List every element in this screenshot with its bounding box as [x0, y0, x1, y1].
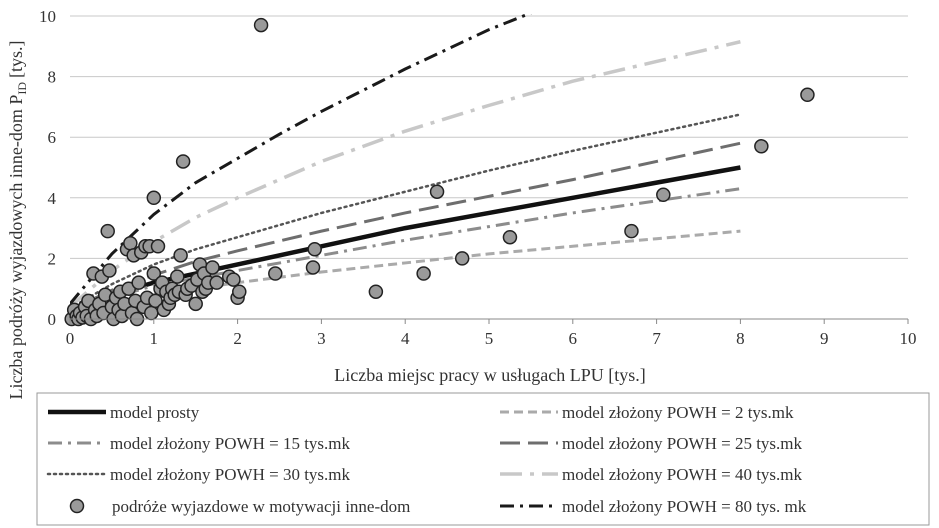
scatter-point — [305, 260, 321, 275]
scatter-point — [170, 269, 185, 284]
y-tick-label: 8 — [48, 68, 57, 87]
y-axis-title-sub: ID — [15, 82, 29, 95]
series-line-6 — [70, 14, 532, 305]
scatter-point — [102, 263, 117, 278]
legend-swatch — [69, 498, 85, 514]
scatter-point — [454, 251, 470, 266]
series-lines — [70, 14, 742, 315]
scatter-point — [173, 248, 188, 263]
scatter-point — [123, 236, 138, 251]
scatter-point — [624, 223, 639, 239]
x-axis-title: Liczba miejsc pracy w usługach LPU [tys.… — [334, 365, 645, 385]
legend-label: model złożony POWH = 40 tys.mk — [562, 465, 803, 484]
y-axis-title: Liczba podróży wyjazdowych inne-dom PID [… — [6, 40, 29, 399]
legend-label: model złożony POWH = 30 tys.mk — [110, 465, 351, 484]
scatter-point — [656, 187, 671, 203]
x-tick-label: 5 — [485, 329, 494, 348]
x-tick-label: 2 — [233, 329, 242, 348]
x-tick-label: 4 — [401, 329, 410, 348]
y-axis-title-main: Liczba podróży wyjazdowych inne-dom P — [6, 95, 26, 400]
scatter-point — [253, 17, 269, 33]
scatter-point — [146, 266, 162, 281]
scatter-point — [232, 284, 247, 299]
gridlines — [70, 15, 908, 259]
x-tick-label: 7 — [652, 329, 661, 348]
scatter-point — [205, 260, 220, 275]
scatter-point — [429, 184, 445, 199]
y-axis-title-unit: [tys.] — [6, 40, 26, 78]
x-ticks: 0 1 2 3 4 5 6 7 8 9 10 — [66, 319, 917, 348]
series-line-4 — [70, 113, 742, 310]
scatter-point — [175, 154, 191, 169]
legend-item-4: model złożony POWH = 30 tys.mk — [46, 465, 351, 484]
legend-item-1: model złożony POWH = 2 tys.mk — [500, 403, 794, 422]
legend-item-5: model złożony POWH = 40 tys.mk — [500, 465, 803, 484]
scatter-point — [188, 296, 203, 312]
legend-label: model złożony POWH = 2 tys.mk — [562, 403, 794, 422]
x-tick-label: 8 — [736, 329, 745, 348]
scatter-point — [148, 293, 163, 309]
y-tick-label: 0 — [48, 310, 57, 329]
legend: model prosty model złożony POWH = 2 tys.m… — [46, 403, 807, 516]
legend-label: model złożony POWH = 25 tys.mk — [562, 434, 803, 453]
scatter-point — [268, 266, 283, 281]
legend-item-6: model złożony POWH = 80 tys. mk — [500, 497, 807, 516]
x-tick-label: 6 — [569, 329, 578, 348]
scatter-point — [226, 272, 241, 287]
legend-label: model złożony POWH = 15 tys.mk — [110, 434, 351, 453]
y-tick-label: 2 — [48, 249, 57, 268]
scatter-points — [64, 17, 815, 327]
legend-item-3: model złożony POWH = 25 tys.mk — [500, 434, 803, 453]
x-tick-label: 3 — [317, 329, 326, 348]
scatter-point — [209, 275, 224, 290]
y-tick-label: 4 — [48, 189, 57, 208]
scatter-point — [307, 242, 322, 257]
scatter-point — [146, 190, 162, 206]
legend-label: model złożony POWH = 80 tys. mk — [562, 497, 807, 516]
series-line-5 — [70, 40, 741, 309]
scatter-point — [368, 284, 384, 299]
legend-label: model prosty — [110, 403, 200, 422]
legend-item-2: model złożony POWH = 15 tys.mk — [48, 434, 351, 453]
legend-box — [36, 392, 930, 526]
x-tick-label: 1 — [150, 329, 159, 348]
scatter-point — [800, 87, 815, 103]
x-tick-label: 10 — [900, 329, 917, 348]
scatter-point — [754, 139, 769, 154]
plot-area: 0 1 2 3 4 5 6 7 8 9 10 0 2 4 6 8 10 — [39, 7, 917, 348]
x-tick-label: 9 — [820, 329, 829, 348]
y-tick-label: 6 — [48, 128, 57, 147]
scatter-point — [131, 275, 146, 290]
scatter-point — [502, 229, 518, 245]
scatter-point — [416, 266, 431, 281]
legend-item-7: podróże wyjazdowe w motywacji inne-dom — [69, 497, 410, 516]
scatter-point — [144, 305, 159, 321]
y-tick-label: 10 — [39, 7, 56, 26]
scatter-point — [150, 239, 166, 254]
series-line-3 — [70, 141, 741, 312]
x-tick-label: 0 — [66, 329, 75, 348]
legend-item-0: model prosty — [48, 403, 200, 422]
scatter-point — [100, 223, 115, 239]
legend-label: podróże wyjazdowe w motywacji inne-dom — [112, 497, 410, 516]
y-ticks: 0 2 4 6 8 10 — [39, 7, 57, 329]
